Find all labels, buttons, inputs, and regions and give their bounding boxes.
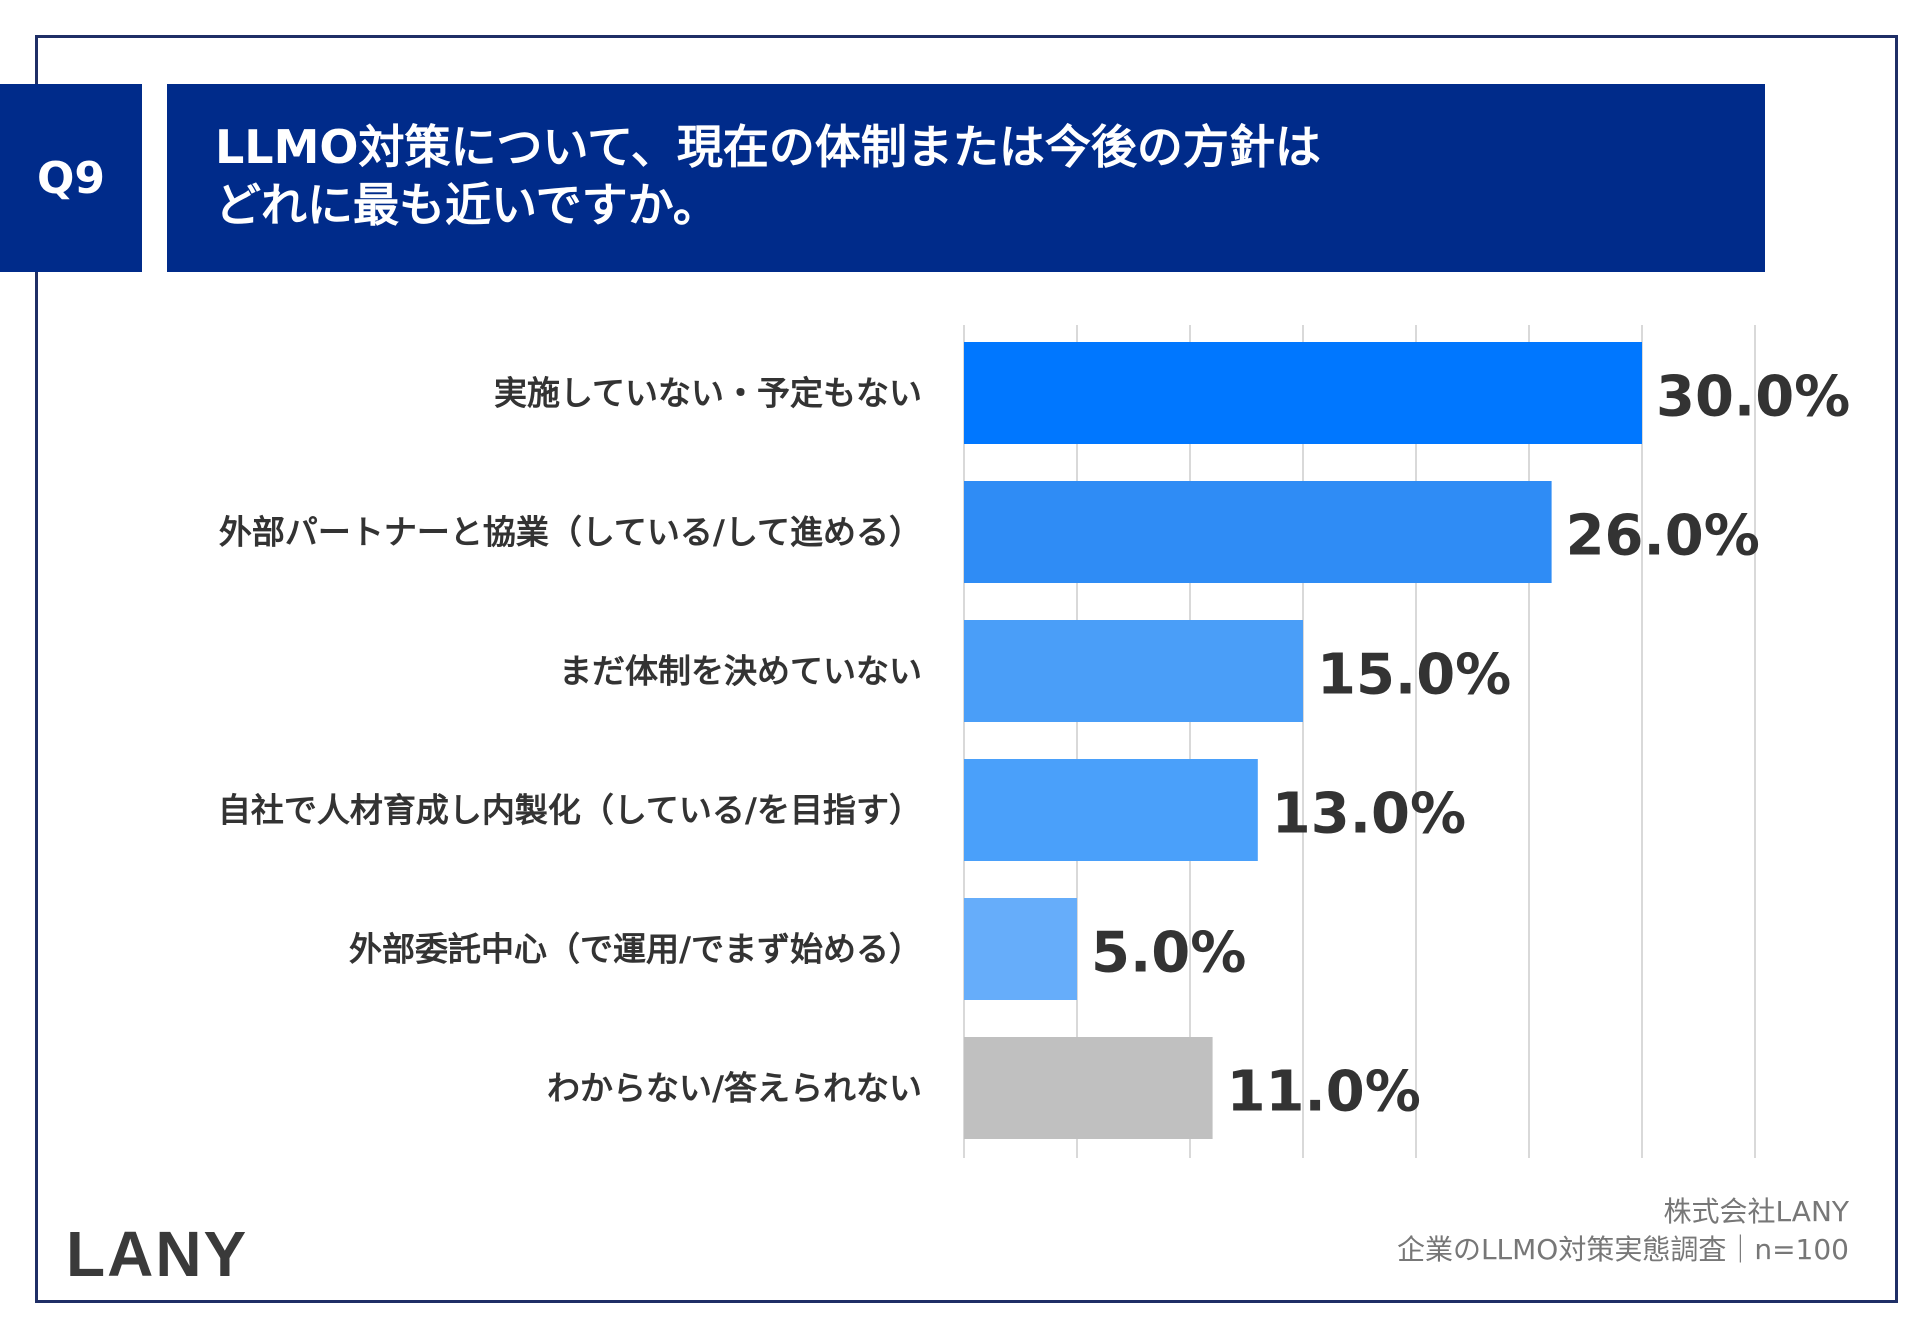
bar-5 <box>964 898 1077 1000</box>
question-title-line-1: LLMO対策について、現在の体制または今後の方針は <box>215 120 1321 174</box>
category-label-3: まだ体制を決めていない <box>559 652 922 691</box>
category-label-5: 外部委託中心（で運用/でまず始める） <box>349 930 922 969</box>
bar-4 <box>964 759 1258 861</box>
category-label-6: わからない/答えられない <box>547 1069 922 1108</box>
brand-logo: LANY <box>66 1218 249 1290</box>
value-label-1: 30.0% <box>1656 365 1850 430</box>
value-label-4: 13.0% <box>1272 782 1466 847</box>
category-label-2: 外部パートナーと協業（している/して進める） <box>219 513 922 552</box>
source-note: 株式会社LANY 企業のLLMO対策実態調査｜n=100 <box>1397 1193 1849 1269</box>
value-label-2: 26.0% <box>1566 504 1760 569</box>
question-badge: Q9 <box>0 84 142 272</box>
bar-3 <box>964 620 1303 722</box>
bar-1 <box>964 342 1642 444</box>
category-label-1: 実施していない・予定もない <box>494 374 922 413</box>
value-label-5: 5.0% <box>1091 921 1246 986</box>
source-company: 株式会社LANY <box>1663 1195 1849 1228</box>
value-label-3: 15.0% <box>1317 643 1511 708</box>
outer-frame <box>35 35 1898 1303</box>
question-title: LLMO対策について、現在の体制または今後の方針は どれに最も近いですか。 <box>167 84 1765 272</box>
bar-6 <box>964 1037 1213 1139</box>
value-label-6: 11.0% <box>1227 1060 1421 1125</box>
source-survey: 企業のLLMO対策実態調査｜n=100 <box>1396 1233 1849 1266</box>
question-title-line-2: どれに最も近いですか。 <box>215 178 719 232</box>
category-label-4: 自社で人材育成し内製化（している/を目指す） <box>218 791 922 830</box>
bar-2 <box>964 481 1552 583</box>
